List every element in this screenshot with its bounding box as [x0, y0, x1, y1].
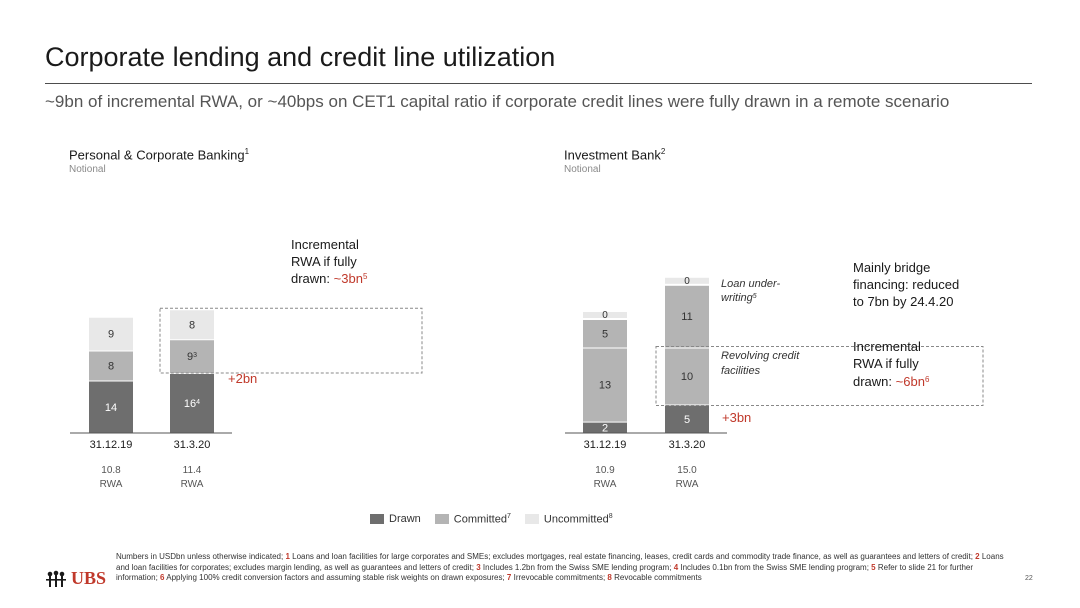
- delta-label-ib: +3bn: [722, 410, 751, 425]
- footnote-2: 2 Loans and loan facilities for corporat…: [116, 552, 1004, 572]
- bar-segment-ib-uncommitted-cap-0: [583, 312, 627, 318]
- bar-segment-ib-drawn-1: [665, 405, 709, 433]
- data-label-pcb-drawn-0: 14: [105, 402, 117, 414]
- rwa-label-pcb-0: RWA: [100, 479, 123, 490]
- bar-segment-pcb-drawn-0: [89, 381, 133, 433]
- footnote-3: 3 Includes 1.2bn from the Swiss SME lend…: [476, 562, 672, 572]
- bar-segment-ib-revolving-1: [665, 348, 709, 405]
- footnote-7: 7 Irrevocable commitments;: [506, 573, 606, 582]
- x-tick-label-ib-0: 31.12.19: [584, 439, 627, 451]
- bar-segment-ib-revolving-0: [583, 348, 627, 422]
- pcb-panel-title: Personal & Corporate Banking1: [69, 147, 250, 163]
- delta-label-pcb: +2bn: [228, 371, 257, 386]
- revolving-label-line2: facilities: [721, 365, 761, 377]
- bridge-text-line1: Mainly bridge: [853, 260, 930, 275]
- footnote-6: 6 Applying 100% credit conversion factor…: [160, 573, 505, 582]
- bar-segment-ib-uncommitted-cap-1: [665, 277, 709, 284]
- data-label-pcb-uncommitted-1: 8: [189, 319, 195, 331]
- bridge-text-line2: financing: reduced: [853, 277, 959, 292]
- legend-swatch-committed: [434, 514, 449, 525]
- box-text-line1-pcb: Incremental: [291, 237, 359, 252]
- x-tick-label-pcb-0: 31.12.19: [90, 439, 133, 451]
- legend-swatch-drawn: [370, 514, 384, 525]
- data-label-pcb-committed-1: 93: [187, 351, 197, 363]
- bar-segment-ib-loan-underwriting-0: [583, 320, 627, 348]
- bar-segment-ib-drawn-0: [583, 422, 627, 433]
- rwa-value-ib-1: 15.0: [677, 465, 697, 476]
- page-number: 22: [1025, 575, 1033, 582]
- ib-panel-subtitle: Notional: [564, 164, 601, 175]
- footnote-1: 1 Loans and loan facilities for large co…: [285, 552, 973, 561]
- incremental-box-ib: [655, 346, 984, 406]
- footnotes: Numbers in USDbn unless otherwise indica…: [116, 552, 1016, 584]
- ib-panel-title: Investment Bank2: [564, 147, 666, 163]
- rwa-value-pcb-1: 11.4: [183, 465, 202, 476]
- page-title: Corporate lending and credit line utiliz…: [45, 42, 556, 72]
- bar-segment-ib-loan-underwriting-1: [665, 285, 709, 348]
- title-rule: [45, 83, 1032, 84]
- bar-segment-pcb-committed-0: [89, 351, 133, 381]
- data-label-pcb-uncommitted-0: 9: [108, 329, 114, 341]
- legend-swatch-uncommitted: [524, 514, 539, 525]
- revolving-label-line1: Revolving credit: [721, 350, 800, 362]
- page-subtitle: ~9bn of incremental RWA, or ~40bps on CE…: [45, 92, 950, 111]
- legend-item-committed: Committed7: [434, 513, 511, 526]
- ubs-keys-icon: [46, 570, 66, 587]
- rwa-value-ib-0: 10.9: [595, 465, 615, 476]
- footnote-0: Numbers in USDbn unless otherwise indica…: [116, 552, 284, 561]
- footnote-5: 5 Refer to slide 21 for further informat…: [116, 562, 973, 583]
- ubs-logo-text: UBS: [71, 568, 107, 588]
- bar-segment-pcb-uncommitted-0: [89, 317, 133, 351]
- bar-segment-pcb-uncommitted-1: [170, 310, 214, 340]
- data-label-pcb-drawn-1: 164: [184, 398, 200, 410]
- loan-underwriting-label-line1: Loan under-: [721, 278, 780, 290]
- incremental-box-pcb: [159, 307, 423, 374]
- rwa-label-ib-1: RWA: [676, 479, 699, 490]
- data-label-ib-uncommitted-0: 0: [602, 310, 608, 321]
- bar-segment-pcb-committed-1: [170, 340, 214, 373]
- data-label-ib-loan-underwriting-0: 5: [602, 328, 608, 340]
- pcb-panel-subtitle: Notional: [69, 164, 106, 175]
- legend-item-uncommitted: Uncommitted8: [524, 513, 613, 526]
- box-text-line3-pcb: drawn: ~3bn5: [291, 271, 368, 286]
- box-text-line3-ib: drawn: ~6bn6: [853, 374, 930, 389]
- chart-legend: Drawn Committed7 Uncommitted8: [370, 513, 613, 526]
- bridge-text-line3: to 7bn by 24.4.20: [853, 294, 953, 309]
- box-text-line2-pcb: RWA if fully: [291, 254, 357, 269]
- bar-segment-pcb-drawn-1: [170, 374, 214, 433]
- x-tick-label-ib-1: 31.3.20: [669, 439, 706, 451]
- data-label-ib-uncommitted-1: 0: [684, 276, 690, 287]
- data-label-ib-revolving-0: 13: [599, 380, 611, 392]
- box-text-line1-ib: Incremental: [853, 339, 921, 354]
- footnote-8: 8 Revocable commitments: [607, 573, 702, 582]
- rwa-value-pcb-0: 10.8: [101, 465, 121, 476]
- footnote-4: 4 Includes 0.1bn from the Swiss SME lend…: [673, 562, 869, 572]
- data-label-pcb-committed-0: 8: [108, 361, 114, 373]
- loan-underwriting-label-line2: writing5: [721, 292, 757, 304]
- rwa-label-ib-0: RWA: [594, 479, 617, 490]
- box-text-line2-ib: RWA if fully: [853, 356, 919, 371]
- data-label-ib-drawn-0: 2: [602, 422, 608, 434]
- legend-item-drawn: Drawn: [370, 513, 421, 525]
- data-label-ib-loan-underwriting-1: 11: [681, 311, 692, 323]
- data-label-ib-revolving-1: 10: [681, 371, 693, 383]
- data-label-ib-drawn-1: 5: [684, 414, 690, 426]
- ubs-logo: UBS: [45, 568, 106, 589]
- x-tick-label-pcb-1: 31.3.20: [174, 439, 211, 451]
- rwa-label-pcb-1: RWA: [181, 479, 204, 490]
